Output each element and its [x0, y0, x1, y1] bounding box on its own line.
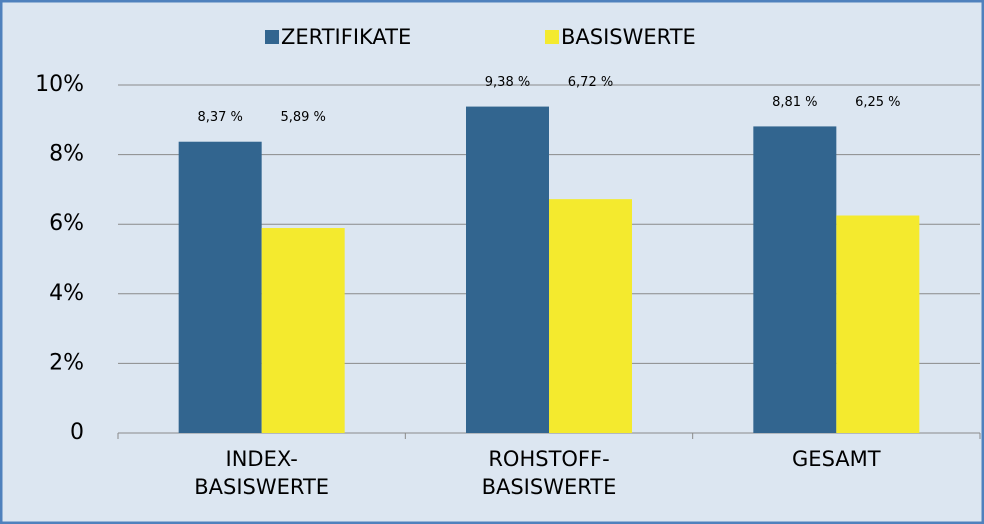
value-label: 9,38 %: [485, 75, 530, 90]
y-tick-label: 2%: [49, 350, 84, 375]
y-tick-label: 10%: [35, 72, 84, 97]
bar: [836, 215, 920, 433]
bar: [466, 106, 549, 434]
value-label: 5,89 %: [280, 110, 325, 125]
bar: [753, 126, 837, 434]
y-tick-label: 0: [70, 420, 84, 445]
legend-label: ZERTIFIKATE: [281, 25, 411, 49]
y-tick-label: 4%: [49, 281, 84, 306]
legend-swatch: [265, 30, 279, 44]
bar: [261, 228, 345, 433]
value-label: 8,81 %: [772, 95, 817, 110]
legend-label: BASISWERTE: [561, 25, 696, 49]
y-tick-label: 8%: [49, 142, 84, 167]
legend-swatch: [545, 30, 559, 44]
value-label: 8,37 %: [197, 110, 242, 125]
value-label: 6,25 %: [855, 95, 900, 110]
x-tick-label: GESAMT: [792, 447, 881, 471]
bar: [178, 141, 262, 433]
value-label: 6,72 %: [568, 75, 613, 90]
x-tick-label: ROHSTOFF-BASISWERTE: [481, 447, 617, 499]
y-tick-label: 6%: [49, 211, 84, 236]
x-tick-label: INDEX-BASISWERTE: [194, 447, 330, 499]
bar: [549, 199, 632, 433]
